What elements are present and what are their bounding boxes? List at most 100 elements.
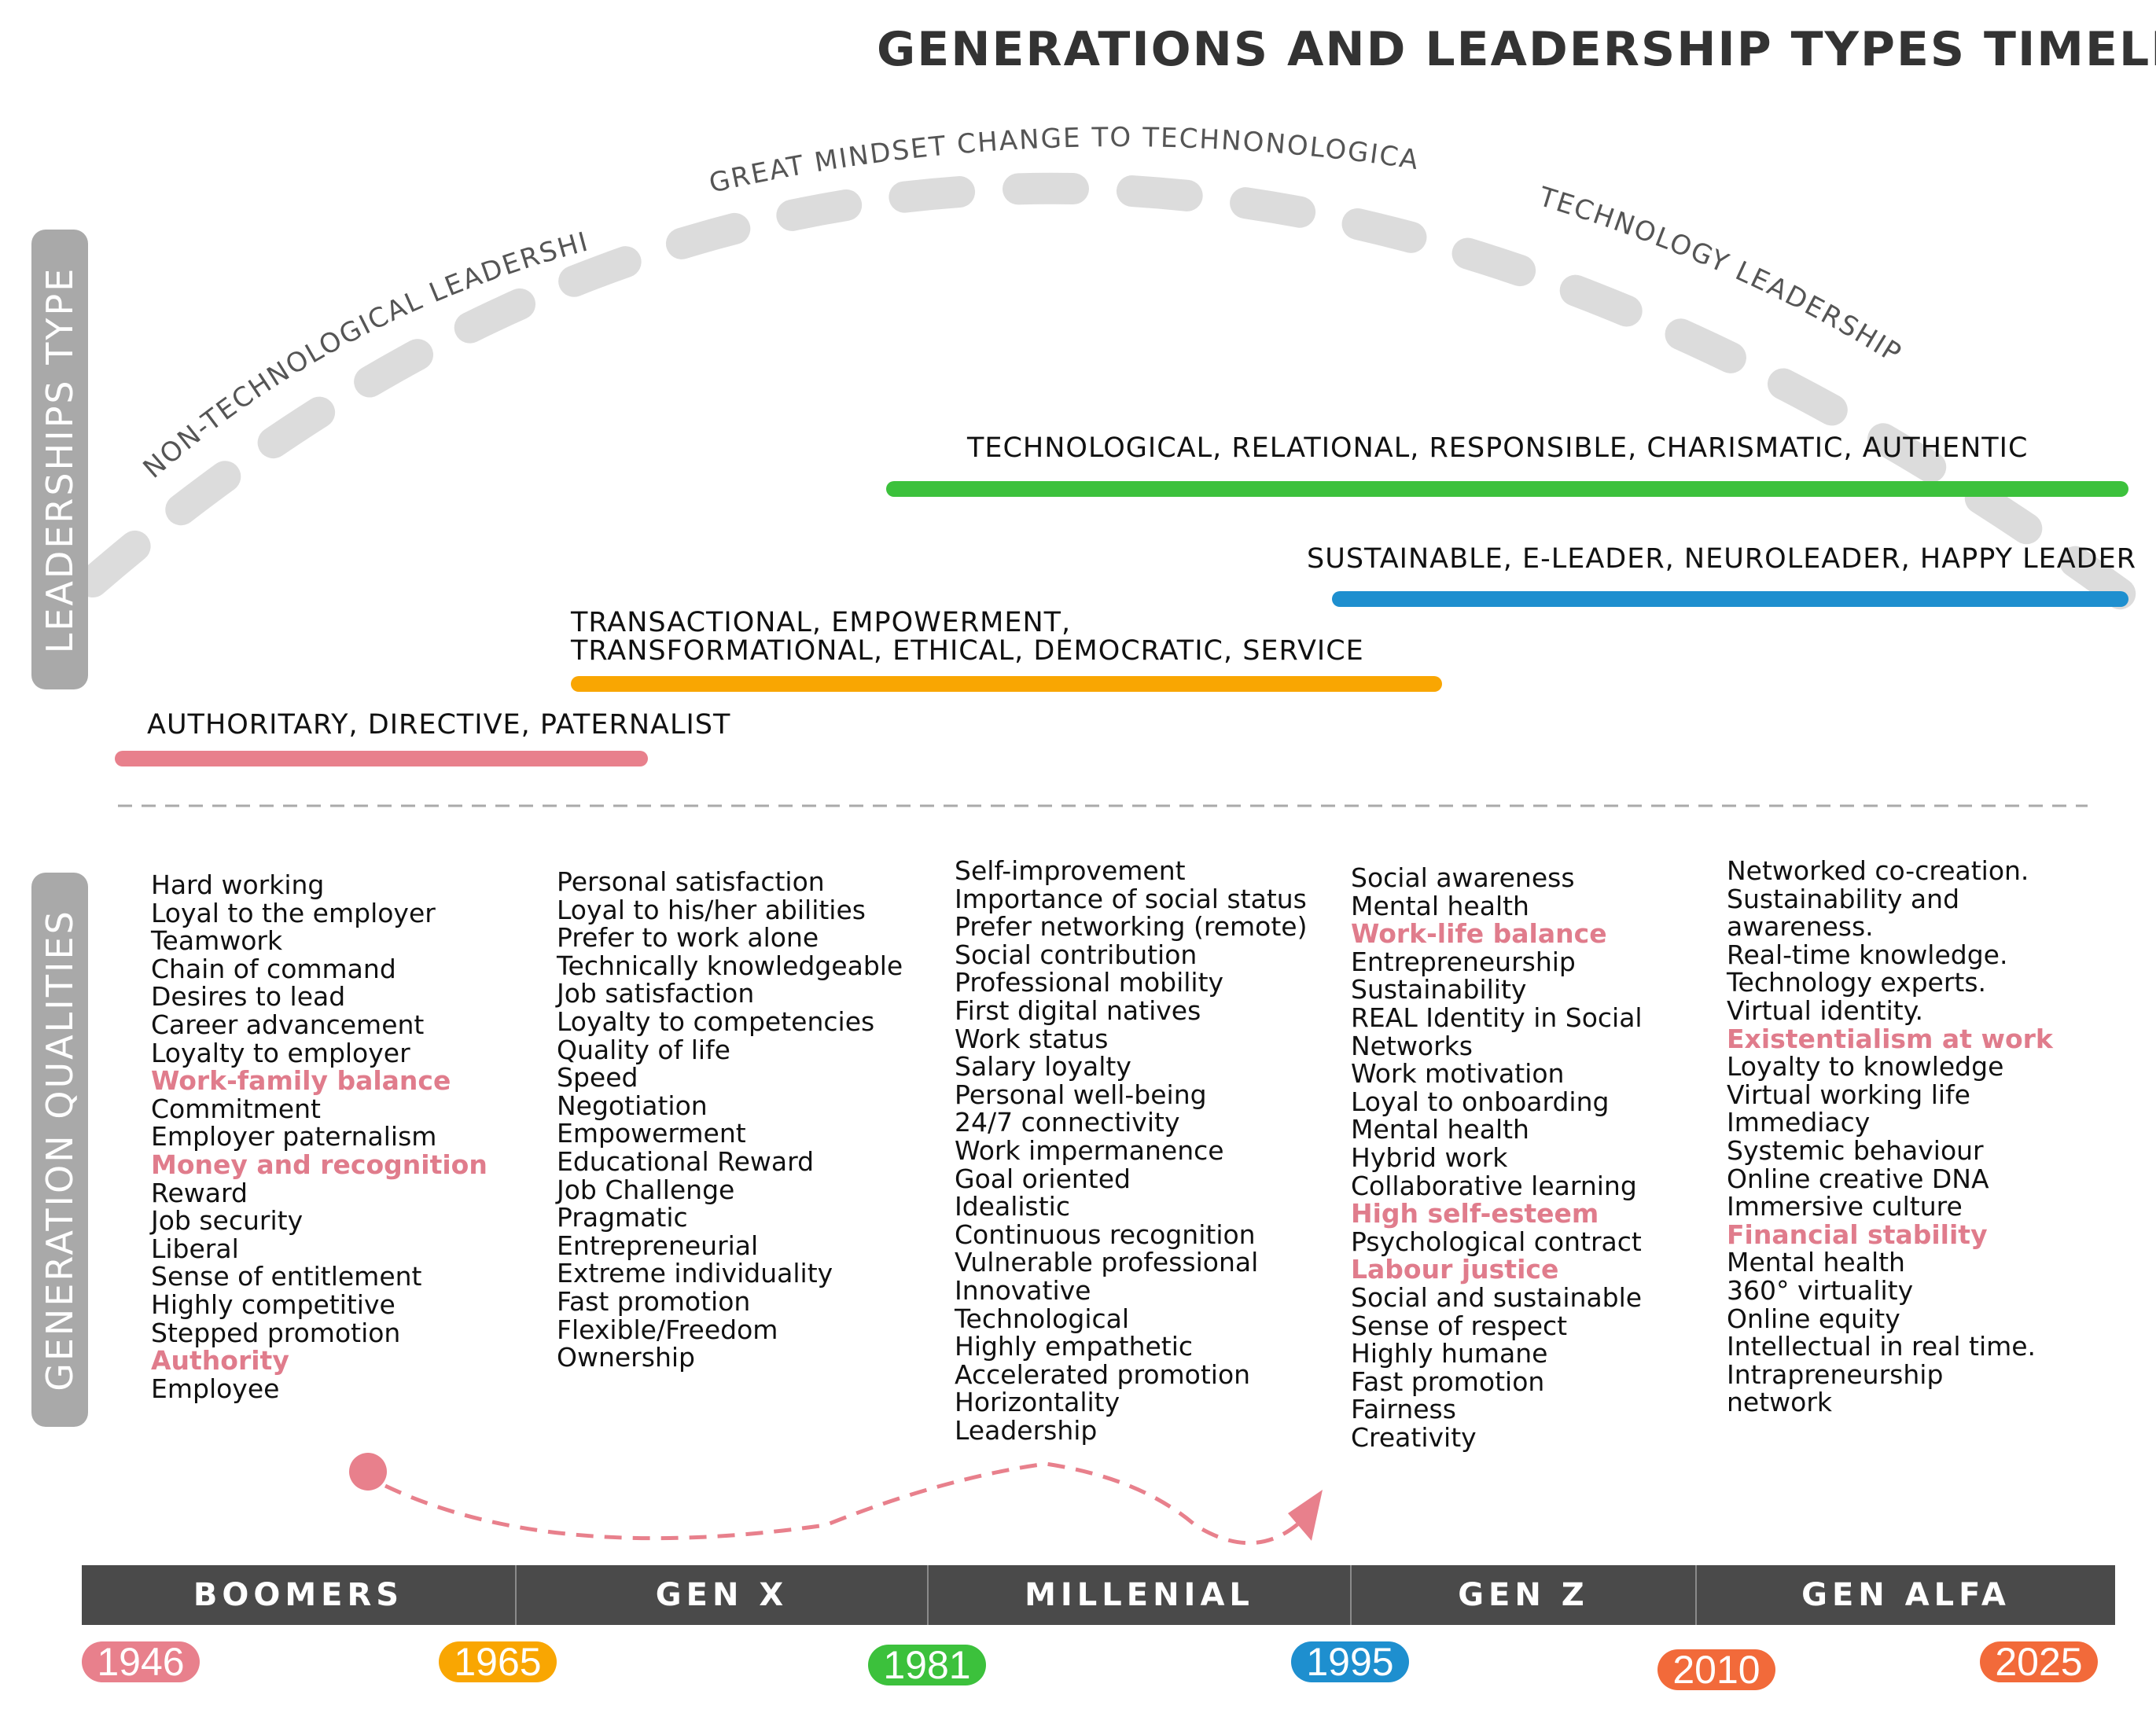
list-item: Mental health	[1727, 1247, 1905, 1278]
list-item: Loyalty to knowledge	[1727, 1051, 2004, 1083]
list-item: Creativity	[1351, 1421, 1477, 1453]
qualities-gen-z: Social awareness Mental health Work-life…	[1351, 864, 1643, 1451]
list-item: Intellectual in real time.	[1727, 1331, 2036, 1362]
list-item: Social and sustainable	[1351, 1281, 1643, 1313]
list-item: Self-improvement	[955, 855, 1186, 886]
year-1995: 1995	[1291, 1640, 1409, 1684]
list-item: Prefer networking (remote)	[955, 911, 1308, 943]
list-item: Leadership	[955, 1414, 1098, 1446]
qualities-boomers: Hard working Loyal to the employer Teamw…	[151, 871, 487, 1402]
list-item: Educational Reward	[557, 1145, 815, 1177]
list-item: Loyalty to employer	[151, 1037, 410, 1068]
list-item: Highly competitive	[151, 1288, 396, 1320]
gen-alfa: GEN ALFA	[1801, 1577, 2011, 1613]
list-item: 24/7 connectivity	[955, 1107, 1180, 1138]
list-item: Technically knowledgeable	[557, 950, 903, 981]
list-item: Extreme individuality	[557, 1258, 833, 1289]
list-item: Job satisfaction	[557, 978, 755, 1009]
list-item: Real-time knowledge.	[1727, 939, 2008, 970]
list-item: Online equity	[1727, 1303, 1900, 1334]
bar-authoritary	[115, 751, 648, 766]
list-item: Psychological contract	[1351, 1226, 1642, 1257]
list-item: Salary loyalty	[955, 1051, 1131, 1083]
list-item: Virtual identity.	[1727, 994, 1924, 1026]
list-item: Sense of respect	[1351, 1310, 1568, 1341]
list-item-highlight: High self-esteem	[1351, 1198, 1599, 1230]
list-item: network	[1727, 1387, 1833, 1418]
list-item: Quality of life	[557, 1034, 730, 1065]
generation-bar: BOOMERS GEN X MILLENIAL GEN Z GEN ALFA	[82, 1565, 2115, 1625]
gen-x: GEN X	[517, 1565, 929, 1625]
list-item: Loyal to his/her abilities	[557, 894, 866, 925]
list-item: Teamwork	[151, 925, 283, 957]
list-item: Loyalty to competencies	[557, 1005, 875, 1037]
list-item: Fast promotion	[557, 1285, 751, 1317]
list-item: Career advancement	[151, 1009, 425, 1040]
list-item: Fast promotion	[1351, 1366, 1545, 1397]
list-item: Highly empathetic	[955, 1331, 1194, 1362]
list-item-highlight: Work-family balance	[151, 1065, 451, 1097]
list-item: Importance of social status	[955, 883, 1307, 914]
list-item: Personal well-being	[955, 1079, 1207, 1110]
gen-boomers: BOOMERS	[82, 1565, 517, 1625]
list-item: First digital natives	[955, 994, 1201, 1026]
list-item: Work impermanence	[955, 1134, 1224, 1166]
leadership-type-label: LEADERSHIPS TYPE	[31, 230, 88, 689]
list-item: Idealistic	[955, 1191, 1070, 1222]
list-item: Immersive culture	[1727, 1191, 1963, 1222]
list-item: Employee	[151, 1373, 280, 1404]
list-item: 360° virtuality	[1727, 1274, 1914, 1306]
list-item: Technology experts.	[1727, 967, 1987, 998]
list-item: Sustainability	[1351, 974, 1527, 1005]
list-item: Job Challenge	[557, 1174, 735, 1205]
list-item: Pragmatic	[557, 1202, 688, 1233]
bar-transactional	[571, 676, 1442, 692]
list-item: awareness.	[1727, 911, 1874, 943]
list-item: Negotiation	[557, 1090, 708, 1121]
list-item: Immediacy	[1727, 1107, 1871, 1138]
bar-label-transactional-2: TRANSFORMATIONAL, ETHICAL, DEMOCRATIC, S…	[571, 635, 1364, 667]
list-item: Commitment	[151, 1093, 321, 1124]
bar-sustainable	[1332, 591, 2128, 607]
qualities-gen-x: Personal satisfaction Loyal to his/her a…	[557, 868, 903, 1372]
list-item: Work status	[955, 1023, 1109, 1054]
list-item: Mental health	[1351, 1114, 1529, 1145]
list-item: Work motivation	[1351, 1058, 1565, 1090]
list-item: Hard working	[151, 869, 325, 900]
list-item: Entrepreneurial	[557, 1230, 759, 1261]
year-2010: 2010	[1657, 1648, 1775, 1692]
arc-label-mindset-change: GREAT MINDSET CHANGE TO TECHNONOLOGICAL	[0, 0, 1422, 200]
list-item: Reward	[151, 1177, 248, 1208]
list-item-highlight: Financial stability	[1727, 1219, 1988, 1250]
page-title: GENERATIONS AND LEADERSHIP TYPES TIMELIN…	[877, 22, 2156, 77]
list-item-highlight: Authority	[151, 1345, 289, 1377]
year-1981: 1981	[868, 1643, 986, 1687]
year-1946: 1946	[82, 1640, 200, 1684]
list-item: Chain of command	[151, 953, 396, 984]
list-item-highlight: Work-life balance	[1351, 918, 1607, 950]
list-item: Social contribution	[955, 939, 1198, 970]
list-item: Personal satisfaction	[557, 866, 825, 897]
list-item: Accelerated promotion	[955, 1358, 1251, 1390]
qualities-gen-alfa: Networked co-creation. Sustainability an…	[1727, 857, 2053, 1417]
list-item: Speed	[557, 1062, 638, 1094]
list-item: Networked co-creation.	[1727, 855, 2029, 886]
list-item: Networks	[1351, 1030, 1473, 1061]
list-item: Mental health	[1351, 890, 1529, 921]
list-item: REAL Identity in Social	[1351, 1002, 1643, 1033]
list-item: Flexible/Freedom	[557, 1314, 778, 1345]
list-item: Hybrid work	[1351, 1141, 1508, 1173]
list-item: Loyal to the employer	[151, 897, 436, 928]
list-item: Entrepreneurship	[1351, 946, 1576, 977]
list-item: Sense of entitlement	[151, 1261, 422, 1292]
list-item: Empowerment	[557, 1118, 746, 1149]
list-item: Systemic behaviour	[1727, 1134, 1984, 1166]
list-item: Loyal to onboarding	[1351, 1086, 1610, 1117]
bar-label-sustainable: SUSTAINABLE, E-LEADER, NEUROLEADER, HAPP…	[1307, 543, 2137, 575]
list-item: Highly humane	[1351, 1338, 1548, 1369]
list-item: Sustainability and	[1727, 883, 1960, 914]
year-2025: 2025	[1980, 1640, 2098, 1684]
list-item: Desires to lead	[151, 981, 346, 1013]
gen-millenial: MILLENIAL	[929, 1565, 1352, 1625]
list-item: Prefer to work alone	[557, 922, 819, 954]
